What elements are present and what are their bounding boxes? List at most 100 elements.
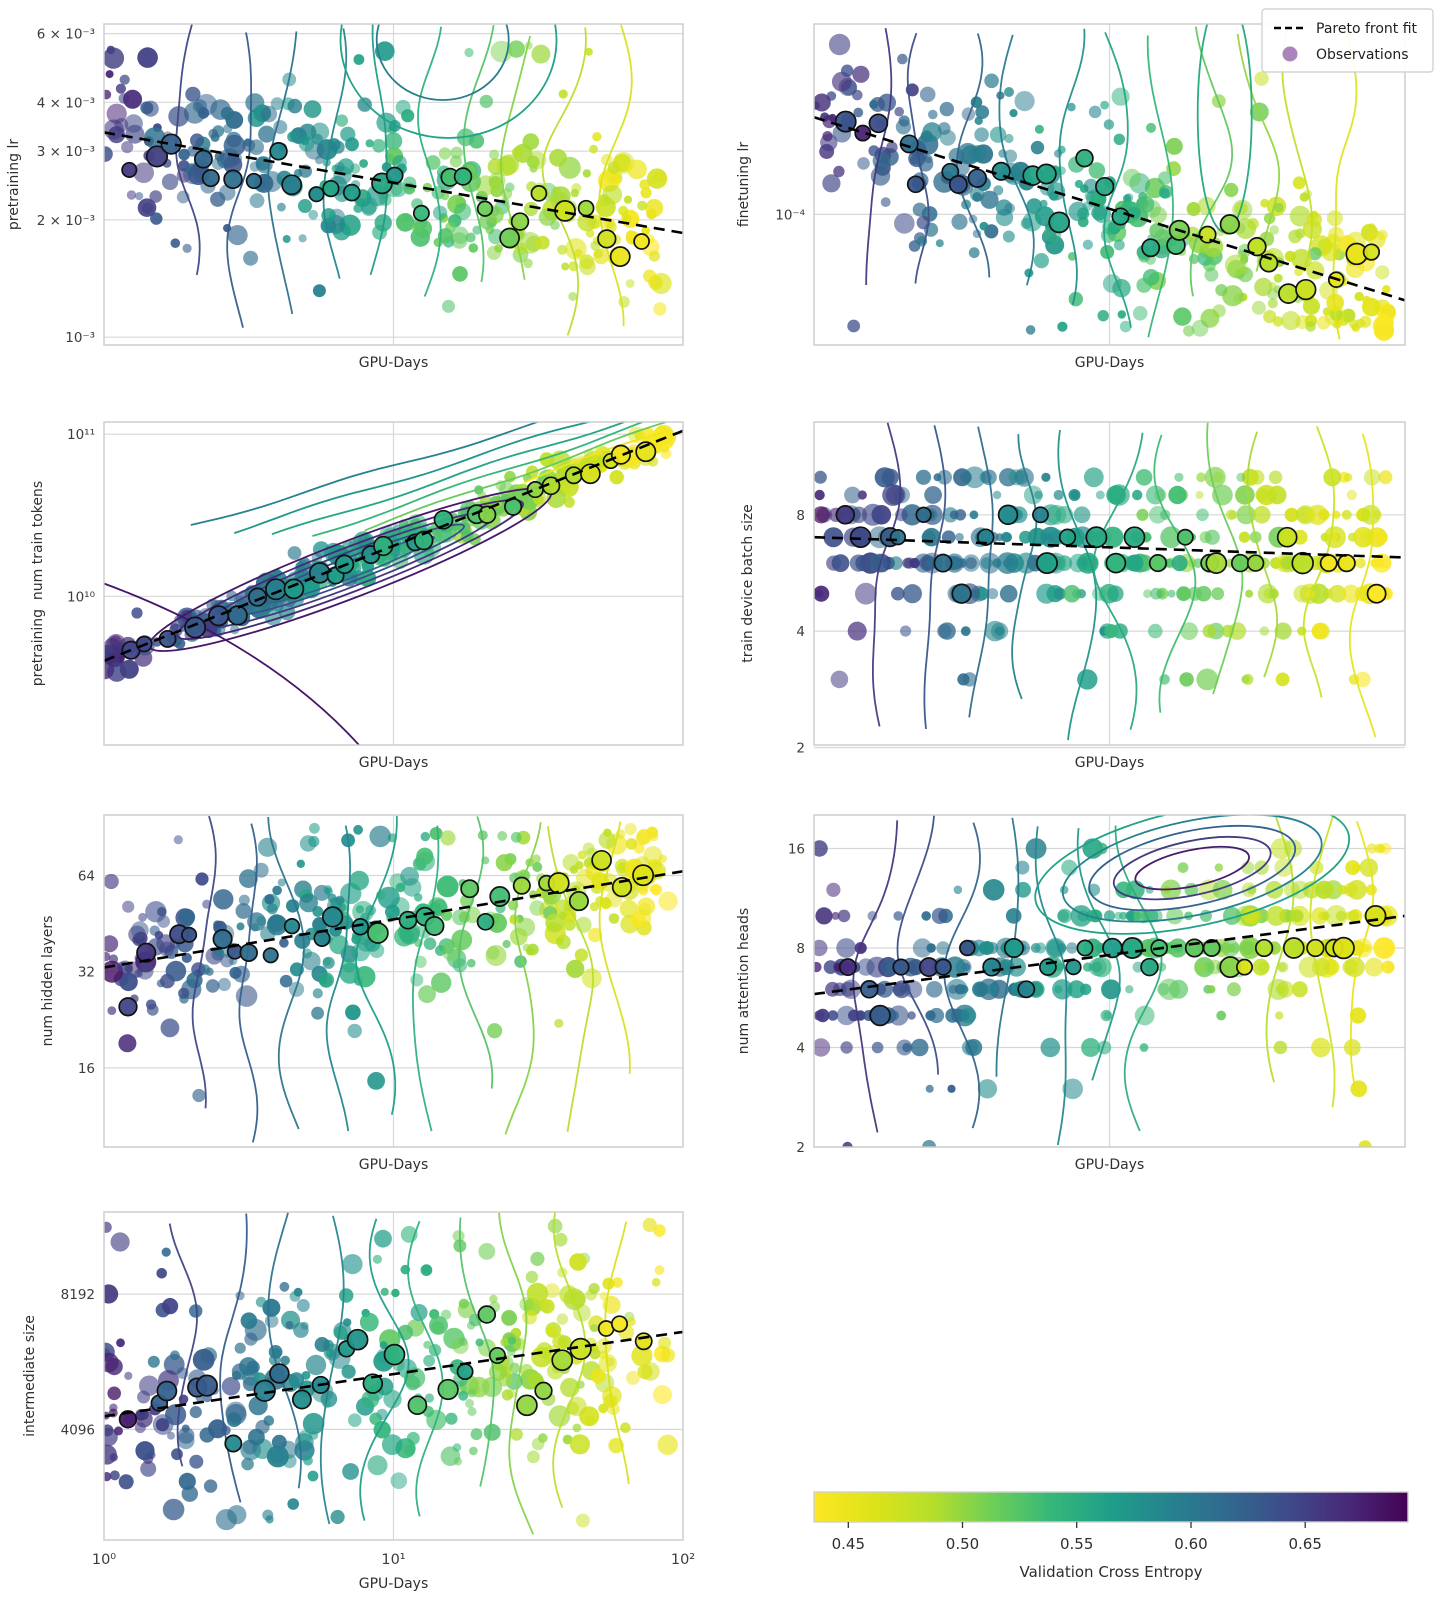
observation-point — [288, 1372, 305, 1388]
observation-point — [110, 1232, 130, 1252]
observation-point — [926, 981, 943, 998]
observation-point — [302, 951, 321, 971]
observation-point — [244, 1332, 258, 1346]
observation-point — [1125, 985, 1134, 994]
observation-point — [489, 1294, 498, 1304]
pareto-front-line — [104, 870, 683, 969]
observation-point — [410, 973, 424, 987]
observation-point — [1366, 843, 1378, 854]
observation-point — [1061, 859, 1078, 876]
y-axis-label: finetuning lr — [736, 142, 752, 228]
observation-point — [960, 1007, 977, 1024]
observation-point — [553, 1232, 568, 1247]
observation-point — [531, 854, 541, 864]
observation-point — [1083, 178, 1099, 194]
observation-point — [569, 1253, 587, 1271]
contour-line — [1348, 433, 1377, 738]
observation-point — [1030, 140, 1045, 155]
observation-point — [1183, 325, 1195, 337]
observation-point — [149, 190, 162, 203]
x-axis-label: GPU-Days — [359, 1157, 429, 1173]
observation-point — [450, 146, 463, 159]
observation-point — [1299, 192, 1310, 202]
pareto-point — [118, 997, 138, 1017]
observation-point — [935, 239, 944, 248]
observation-point — [822, 174, 841, 193]
observation-point — [902, 584, 923, 604]
observation-point — [1041, 472, 1051, 482]
observation-point — [124, 1371, 133, 1380]
observation-point — [510, 927, 528, 946]
contour-line — [359, 1218, 410, 1521]
observation-point — [514, 955, 527, 968]
observation-point — [953, 885, 963, 895]
observation-point — [894, 213, 915, 234]
pareto-point — [322, 179, 340, 198]
pareto-point — [838, 958, 857, 977]
observation-point — [939, 101, 954, 117]
observation-point — [955, 532, 964, 542]
observation-point — [898, 115, 910, 127]
observation-point — [986, 983, 998, 996]
observation-point — [554, 1018, 564, 1028]
pareto-point — [367, 922, 389, 944]
pareto-point — [934, 958, 952, 976]
y-tick-label: 16 — [788, 842, 805, 858]
pareto-point — [1282, 937, 1305, 959]
observation-point — [342, 958, 356, 973]
observation-point — [495, 854, 513, 872]
observation-point — [130, 921, 149, 940]
observation-point — [272, 885, 282, 896]
pareto-point — [156, 1380, 178, 1402]
observation-point — [308, 835, 320, 848]
observation-point — [1196, 668, 1219, 691]
observation-point — [1177, 586, 1191, 601]
observation-point — [552, 1333, 568, 1349]
observation-point — [645, 199, 664, 217]
observation-point — [1171, 555, 1188, 572]
observation-point — [907, 1011, 916, 1020]
contour-line — [458, 816, 494, 1089]
contour-line — [219, 1213, 248, 1503]
observation-point — [1263, 310, 1277, 324]
pareto-point — [265, 578, 287, 601]
contour-line — [1153, 434, 1197, 713]
plot-border — [813, 814, 1406, 1148]
observation-point — [974, 127, 989, 142]
contour-line — [319, 1215, 345, 1525]
observation-point — [359, 159, 368, 168]
observation-point — [405, 1375, 421, 1391]
observation-point — [369, 942, 385, 959]
observation-point — [314, 1337, 330, 1352]
observation-point — [1005, 908, 1022, 924]
observation-point — [235, 903, 252, 919]
observation-point — [948, 984, 958, 994]
plot-border — [103, 421, 684, 746]
observation-point — [118, 1474, 134, 1490]
observation-point — [1040, 1037, 1061, 1058]
observation-point — [520, 1363, 534, 1377]
contour-line — [1189, 26, 1234, 297]
observation-point — [970, 187, 985, 202]
observation-point — [367, 1455, 388, 1476]
pareto-point — [227, 605, 248, 626]
observation-point — [303, 100, 322, 118]
pareto-point — [849, 526, 872, 549]
pareto-point — [1148, 554, 1167, 573]
observation-point — [1102, 526, 1124, 548]
observation-point — [414, 893, 423, 902]
observation-point — [1053, 587, 1066, 600]
contour-line — [552, 1212, 587, 1508]
contour-line — [325, 825, 352, 1132]
observation-point — [1284, 839, 1303, 858]
observation-point — [938, 622, 956, 640]
y-axis-label: train device batch size — [740, 504, 756, 663]
observation-point — [1216, 1010, 1227, 1021]
observation-point — [529, 900, 545, 916]
pareto-point — [118, 1410, 138, 1429]
observation-point — [587, 927, 603, 943]
observation-point — [232, 965, 250, 983]
pareto-point — [1085, 526, 1108, 549]
observation-point — [1226, 982, 1241, 997]
y-axis-label: pretraining lr — [6, 139, 22, 231]
